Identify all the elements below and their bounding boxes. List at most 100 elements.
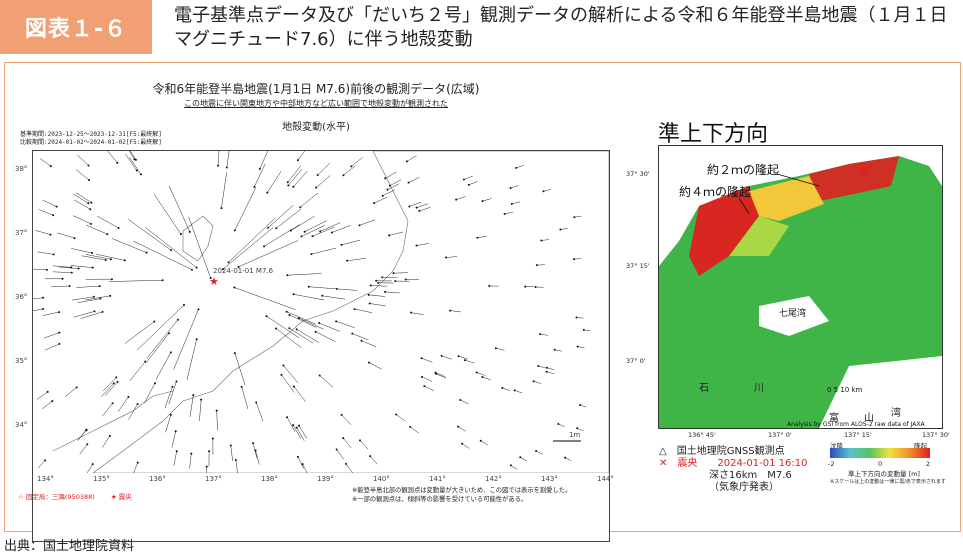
- gnss-station-dot: [307, 285, 310, 288]
- displacement-arrow: [28, 308, 44, 312]
- gnss-station-dot: [367, 293, 370, 296]
- gnss-station-dot: [488, 284, 491, 287]
- displacement-arrow: [104, 381, 118, 396]
- displacement-arrow: [76, 169, 90, 181]
- displacement-arrow: [70, 265, 93, 268]
- gnss-station-dot: [161, 279, 164, 282]
- displacement-arrow: [385, 291, 400, 294]
- gnss-station-dot: [263, 245, 266, 248]
- gnss-station-dot: [350, 165, 353, 168]
- gnss-station-dot: [116, 161, 119, 164]
- displacement-arrow: [482, 376, 491, 381]
- displacement-arrow: [421, 376, 433, 382]
- gnss-station-dot: [384, 177, 387, 180]
- gnss-station-dot: [535, 264, 538, 267]
- gnss-station-dot: [434, 371, 437, 374]
- gnss-station-dot: [386, 188, 389, 191]
- displacement-arrow: [254, 163, 266, 187]
- displacement-arrow: [283, 365, 299, 384]
- displacement-arrow: [129, 157, 142, 175]
- displacement-arrow: [341, 414, 352, 425]
- gnss-station-dot: [99, 297, 102, 300]
- gnss-station-dot: [310, 253, 313, 256]
- displacement-arrow: [352, 333, 369, 341]
- gnss-station-dot: [335, 448, 338, 451]
- note-2: ※一部の観測点は、傾斜等の影響を受けている可能性がある。: [352, 496, 528, 503]
- gnss-station-dot: [319, 230, 322, 233]
- gnss-station-dot: [459, 398, 462, 401]
- uplift-4m-area: [689, 186, 759, 276]
- displacement-arrow: [35, 230, 51, 235]
- gnss-station-dot: [168, 332, 171, 335]
- gnss-station-dot: [369, 284, 372, 287]
- gnss-station-dot: [182, 304, 185, 307]
- gnss-station-dot: [410, 311, 413, 314]
- displacement-arrow: [155, 352, 172, 380]
- cbar-subsidence: 沈降: [830, 442, 843, 450]
- gnss-station-dot: [58, 311, 61, 314]
- gnss-station-dot: [200, 398, 203, 401]
- gnss-station-dot: [404, 278, 407, 281]
- displacement-arrows: [27, 142, 591, 481]
- gnss-station-dot: [209, 276, 212, 279]
- gnss-station-dot: [58, 331, 61, 334]
- figure-badge: 図表１-６: [0, 0, 152, 54]
- vertical-displacement-map: 七尾湾 石 川 富 山 湾 ✕ 約２ｍの隆起 約４ｍの隆起 0 5 10 km …: [658, 145, 943, 429]
- displacement-arrow: [31, 268, 47, 271]
- gnss-station-dot: [292, 424, 295, 427]
- y-tick-label: 38°: [15, 165, 28, 173]
- displacement-arrow: [510, 185, 519, 189]
- displacement-arrow: [458, 355, 469, 360]
- gnss-station-dot: [190, 452, 193, 455]
- gnss-station-dot: [540, 239, 543, 242]
- gnss-station-dot: [358, 224, 361, 227]
- displacement-arrow: [387, 183, 400, 190]
- displacement-arrow: [351, 157, 363, 167]
- displacement-arrow: [290, 215, 315, 231]
- figure-title: 電子基準点データ及び「だいち２号」観測データの解析による令和６年能登半島地震（１…: [174, 5, 948, 50]
- gnss-station-dot: [335, 320, 338, 323]
- displacement-arrow: [546, 371, 554, 375]
- displacement-arrow: [292, 424, 301, 439]
- lat-label-2: 37° 15': [626, 262, 650, 270]
- gnss-station-dot: [252, 442, 255, 445]
- gnss-station-dot: [70, 266, 73, 269]
- epicenter-label: 2024-01-01 M7.6: [213, 267, 274, 275]
- gnss-station-dot: [388, 234, 391, 237]
- gnss-station-dot: [573, 258, 576, 261]
- displacement-arrow: [558, 423, 565, 427]
- cbar-tick-max: 2: [926, 460, 931, 468]
- gnss-station-dot: [351, 332, 354, 335]
- gnss-station-dot: [86, 443, 89, 446]
- gnss-station-dot: [52, 214, 55, 217]
- gnss-station-dot: [217, 164, 220, 167]
- gnss-station-dot: [532, 380, 535, 383]
- x-tick-label: 140°: [373, 475, 390, 483]
- displacement-arrow: [389, 231, 404, 236]
- gnss-station-dot: [301, 463, 304, 466]
- gnss-station-dot: [70, 271, 73, 274]
- gnss-station-dot: [233, 352, 236, 355]
- gnss-station-dot: [409, 425, 412, 428]
- displacement-arrow: [146, 319, 179, 359]
- gnss-station-dot: [104, 259, 107, 262]
- displacement-arrow: [57, 232, 75, 239]
- displacement-arrow: [133, 240, 193, 270]
- gnss-station-dot: [445, 256, 448, 259]
- gnss-station-dot: [463, 359, 466, 362]
- gnss-station-dot: [318, 374, 321, 377]
- displacement-arrow: [41, 400, 53, 410]
- compare-period: 比較期間:2024-01-02〜2024-01-02[F5:最終解]: [20, 139, 162, 146]
- x-tick-label: 142°: [485, 475, 502, 483]
- displacement-arrow: [293, 294, 325, 301]
- displacement-arrow: [359, 219, 376, 226]
- displacement-arrow: [554, 349, 562, 352]
- displacement-arrow: [230, 445, 233, 461]
- displacement-arrow: [255, 450, 260, 465]
- gnss-station-dot: [368, 361, 371, 364]
- gnss-station-dot: [171, 385, 174, 388]
- gnss-station-dot: [461, 442, 464, 445]
- displacement-arrow: [102, 435, 111, 448]
- displacement-arrow: [583, 329, 591, 332]
- gnss-station-dot: [288, 313, 291, 316]
